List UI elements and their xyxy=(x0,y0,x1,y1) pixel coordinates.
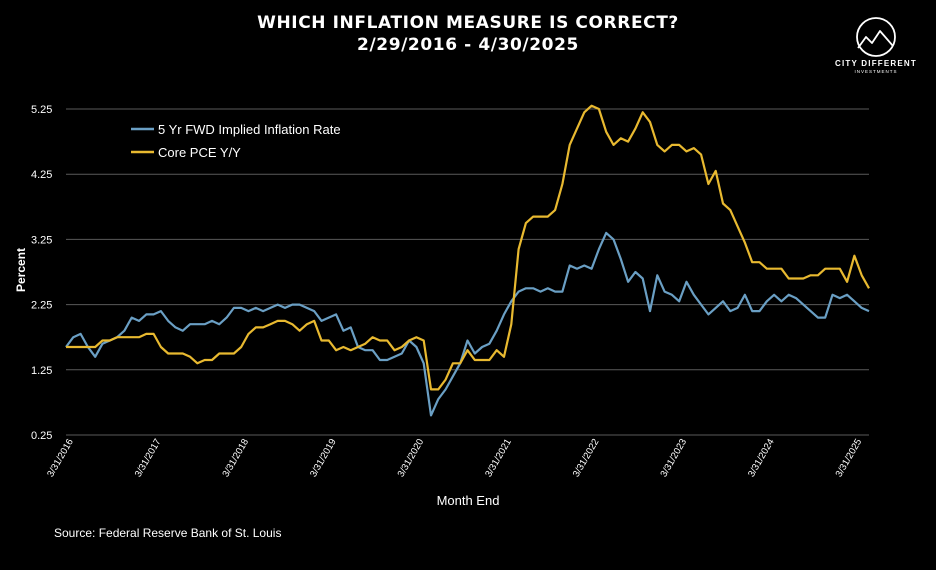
source-note: Source: Federal Reserve Bank of St. Loui… xyxy=(54,526,281,540)
legend-label-blue: 5 Yr FWD Implied Inflation Rate xyxy=(158,122,341,137)
y-tick-label: 1.25 xyxy=(31,365,52,377)
logo: CITY DIFFERENT INVESTMENTS xyxy=(835,17,917,74)
y-tick-label: 5.25 xyxy=(31,104,52,116)
y-tick-label: 2.25 xyxy=(31,300,52,312)
y-axis-label: Percent xyxy=(14,248,28,292)
y-tick-label: 4.25 xyxy=(31,169,52,181)
y-ticks: 0.25 1.25 2.25 3.25 4.25 5.25 xyxy=(31,104,52,442)
legend-label-gold: Core PCE Y/Y xyxy=(158,145,241,160)
chart-subtitle: 2/29/2016 - 4/30/2025 xyxy=(357,35,579,55)
logo-subtitle: INVESTMENTS xyxy=(854,69,897,74)
chart-title: WHICH INFLATION MEASURE IS CORRECT? xyxy=(257,13,679,33)
mountain-circle-icon xyxy=(856,17,896,57)
series-lines xyxy=(65,104,870,417)
y-tick-label: 0.25 xyxy=(31,430,52,442)
y-tick-label: 3.25 xyxy=(31,234,52,246)
series-line-blue xyxy=(65,231,870,417)
legend: 5 Yr FWD Implied Inflation Rate Core PCE… xyxy=(131,122,341,160)
logo-name: CITY DIFFERENT xyxy=(835,59,917,68)
grid xyxy=(66,108,869,436)
series-line-gold xyxy=(66,104,870,391)
x-axis-label: Month End xyxy=(437,493,500,508)
